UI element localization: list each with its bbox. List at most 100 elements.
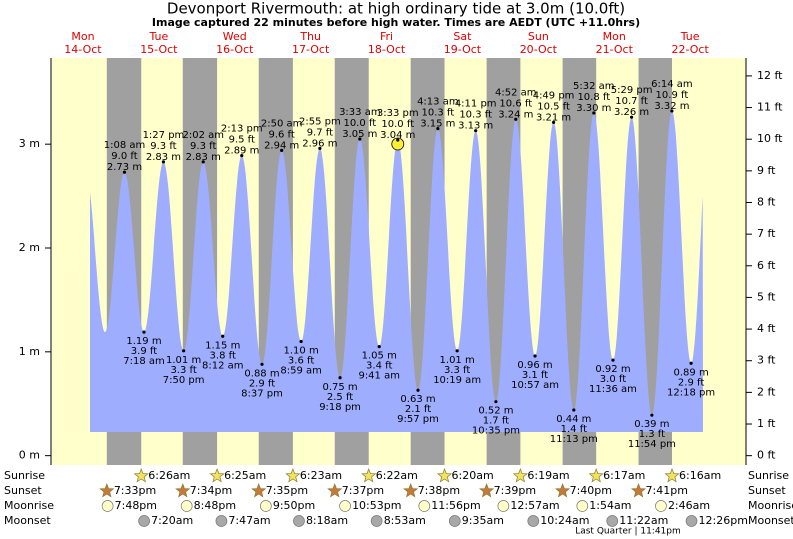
- tide-label: 8:12 am: [202, 360, 244, 371]
- moonset-icon: [448, 515, 461, 527]
- moonset-icon: [685, 515, 698, 527]
- tide-label: 3:33 am: [339, 107, 381, 118]
- moonset-time: 9:35am: [462, 514, 504, 527]
- moonset-time: 11:22am: [619, 514, 668, 527]
- sunrise-icon: [285, 468, 301, 483]
- tide-label: 2.83 m: [146, 152, 181, 163]
- tide-layer: [90, 111, 703, 432]
- tide-label: 0.44 m: [556, 414, 591, 425]
- sunset-time: 7:38pm: [418, 484, 460, 497]
- tide-label: 2.94 m: [264, 140, 299, 151]
- day-name: Thu: [299, 30, 321, 43]
- tide-label: 0.75 m: [322, 382, 357, 393]
- tide-label: 4:49 pm: [533, 90, 575, 101]
- tide-label: 10.9 ft: [656, 90, 689, 101]
- tide-label: 3.26 m: [614, 107, 649, 118]
- tide-label: 6:14 am: [651, 79, 693, 90]
- day-date: 21-Oct: [596, 43, 634, 56]
- tide-label: 3.0 ft: [600, 374, 626, 385]
- tide-label: 2.73 m: [107, 162, 142, 173]
- tide-label: 10.8 ft: [577, 92, 610, 103]
- tide-label: 1.3 ft: [639, 429, 665, 440]
- tide-extreme: [611, 358, 615, 362]
- sunrise-time: 6:26am: [148, 469, 190, 482]
- tide-label: 4:11 pm: [455, 99, 497, 110]
- tide-label: 3.3 ft: [170, 365, 196, 376]
- label-layer: 1:08 am9.0 ft2.73 m 1.19 m3.9 ft7:18 am 1:…: [104, 79, 715, 450]
- tide-label: 5:29 pm: [611, 85, 653, 96]
- tide-label: 3.8 ft: [210, 350, 236, 361]
- sunset-time: 7:33pm: [114, 484, 156, 497]
- moonset-time: 8:18am: [306, 514, 348, 527]
- day-name: Tue: [148, 30, 168, 43]
- tide-label: 2:02 am: [182, 130, 224, 141]
- tide-label: 10:35 pm: [472, 426, 520, 437]
- day-name: Mon: [603, 30, 626, 43]
- tide-label: 2.9 ft: [678, 377, 704, 388]
- y2-tick-label: 9 ft: [757, 164, 776, 177]
- y-tick-label: 2 m: [19, 241, 40, 254]
- tide-label: 10.6 ft: [499, 98, 532, 109]
- tide-label: 10:19 am: [433, 375, 481, 386]
- sunrise-time: 6:23am: [300, 469, 342, 482]
- tide-label: 9.6 ft: [268, 129, 294, 140]
- tide-extreme: [592, 111, 596, 115]
- day-name: Fri: [380, 30, 393, 43]
- sunset-time: 7:39pm: [494, 484, 536, 497]
- tide-extreme: [201, 160, 205, 164]
- sunrise-time: 6:20am: [452, 469, 494, 482]
- y2-tick-label: 0 ft: [757, 449, 776, 462]
- day-name: Mon: [71, 30, 94, 43]
- tide-label: 9:57 pm: [397, 414, 439, 425]
- tide-extreme: [533, 354, 537, 358]
- tide-label: 0.63 m: [400, 394, 435, 405]
- moon-phase: Last Quarter | 11:41pm: [575, 527, 681, 537]
- moonset-icon: [215, 515, 228, 527]
- tide-label: 1.19 m: [126, 336, 161, 347]
- y2-tick-label: 3 ft: [757, 354, 776, 367]
- sunset-time: 7:34pm: [190, 484, 232, 497]
- tide-label: 2:55 pm: [299, 116, 341, 127]
- tide-extreme: [572, 408, 576, 412]
- moonset-icon: [293, 515, 305, 527]
- tide-label: 8:59 am: [280, 365, 322, 376]
- y2-tick-label: 1 ft: [757, 417, 776, 430]
- tide-label: 1.05 m: [362, 351, 397, 362]
- day-date: 22-Oct: [672, 43, 710, 56]
- tide-label: 10:57 am: [511, 380, 559, 391]
- tide-label: 0.96 m: [517, 360, 552, 371]
- tide-extreme: [280, 148, 284, 153]
- tide-extreme: [377, 345, 381, 349]
- tide-label: 11:13 pm: [550, 434, 598, 445]
- tide-label: 3.1 ft: [522, 370, 548, 381]
- tide-label: 3.24 m: [498, 109, 533, 120]
- row-label: Sunset: [748, 484, 786, 497]
- tide-label: 11:36 am: [589, 384, 637, 395]
- day-name: Sun: [528, 30, 549, 43]
- tide-extreme: [240, 153, 244, 158]
- tide-label: 1.15 m: [205, 340, 240, 351]
- y-tick-label: 0 m: [19, 449, 40, 462]
- tide-label: 0.39 m: [634, 419, 669, 430]
- tide-label: 3.9 ft: [131, 346, 157, 357]
- sunset-time: 7:37pm: [342, 484, 384, 497]
- tide-label: 1.7 ft: [483, 416, 509, 427]
- sunset-time: 7:41pm: [646, 484, 688, 497]
- tide-label: 4:52 am: [495, 87, 537, 98]
- moonrise-icon: [497, 500, 510, 512]
- tide-label: 7:18 am: [123, 356, 165, 367]
- sunrise-time: 6:25am: [224, 469, 266, 482]
- tide-label: 2.9 ft: [249, 378, 275, 389]
- tide-label: 10.0 ft: [343, 118, 376, 129]
- sunrise-icon: [664, 468, 680, 483]
- moonrise-time: 12:57am: [510, 499, 559, 512]
- y2-tick-label: 7 ft: [757, 227, 776, 240]
- tide-label: 3.05 m: [342, 129, 377, 140]
- sunset-icon: [479, 483, 495, 498]
- tide-label: 9.0 ft: [111, 151, 137, 162]
- tide-label: 3:33 pm: [377, 108, 419, 119]
- day-name: Wed: [223, 30, 247, 43]
- day-date: 17-Oct: [292, 43, 330, 56]
- day-date: 15-Oct: [140, 43, 178, 56]
- tide-extreme: [436, 127, 440, 131]
